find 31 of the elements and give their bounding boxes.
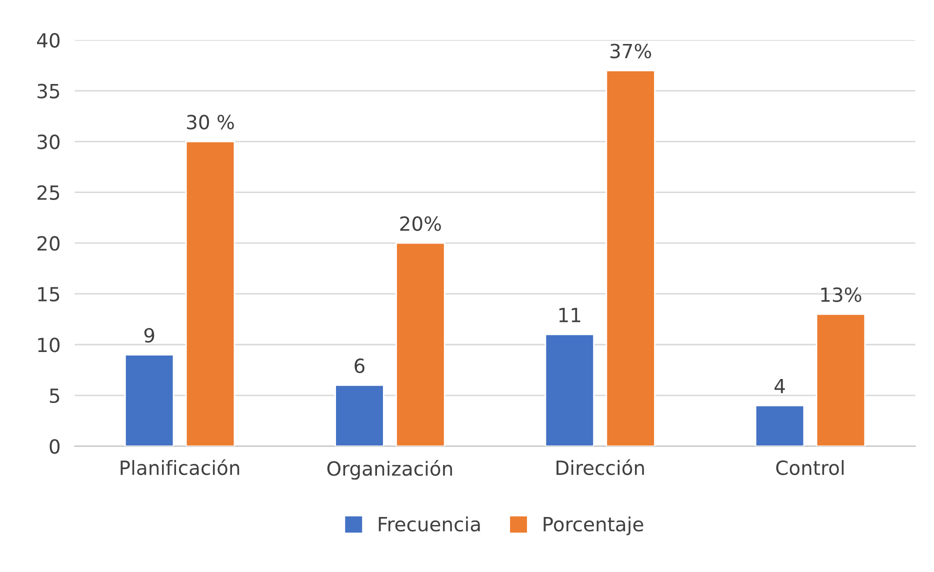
y-tick-label: 15 xyxy=(38,287,60,302)
data-label: 9 xyxy=(144,328,154,343)
legend-label: Porcentaje xyxy=(544,516,644,536)
data-label: 13% xyxy=(821,287,862,302)
data-label: 11 xyxy=(559,308,580,322)
x-tick-label: Planificación xyxy=(120,459,240,476)
x-tick-label: Organización xyxy=(327,460,452,480)
data-label: 30 % xyxy=(187,114,234,130)
data-label: 4 xyxy=(774,378,785,394)
y-tick-label: 25 xyxy=(38,185,60,200)
data-label: 20% xyxy=(400,216,441,231)
y-tick-label: 30 xyxy=(38,134,60,150)
y-tick-label: 20 xyxy=(38,236,60,251)
bar xyxy=(124,354,174,446)
x-tick-label: Control xyxy=(776,460,844,476)
y-tick-label: 40 xyxy=(37,32,60,48)
x-tick-label: Dirección xyxy=(556,459,644,476)
bar xyxy=(544,334,594,446)
bar xyxy=(606,70,656,446)
y-tick-label: 10 xyxy=(38,338,60,352)
y-tick-label: 35 xyxy=(38,84,60,98)
legend-label: Frecuencia xyxy=(378,516,480,532)
bar xyxy=(754,404,805,446)
bar xyxy=(334,384,384,446)
bar xyxy=(185,140,236,446)
bar xyxy=(396,242,446,446)
y-tick-label: 0 xyxy=(50,439,60,454)
data-label: 6 xyxy=(354,358,364,374)
y-tick-label: 5 xyxy=(50,388,60,404)
bar xyxy=(816,313,866,446)
data-label: 37% xyxy=(610,44,652,58)
